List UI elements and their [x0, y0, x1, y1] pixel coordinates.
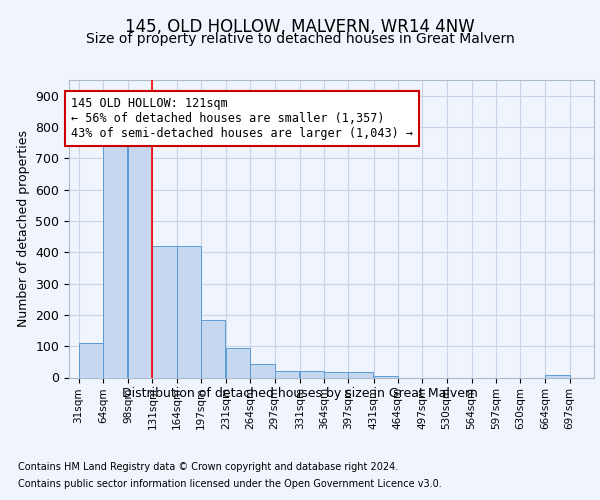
- Bar: [324, 372, 349, 378]
- Bar: [201, 320, 226, 378]
- Text: 145, OLD HOLLOW, MALVERN, WR14 4NW: 145, OLD HOLLOW, MALVERN, WR14 4NW: [125, 18, 475, 36]
- Bar: [275, 371, 299, 378]
- Bar: [374, 376, 398, 378]
- Bar: [128, 142, 152, 378]
- Bar: [250, 364, 275, 378]
- Text: Contains public sector information licensed under the Open Government Licence v3: Contains public sector information licen…: [18, 479, 442, 489]
- Text: Size of property relative to detached houses in Great Malvern: Size of property relative to detached ho…: [86, 32, 514, 46]
- Bar: [152, 246, 176, 378]
- Text: Distribution of detached houses by size in Great Malvern: Distribution of detached houses by size …: [122, 388, 478, 400]
- Bar: [300, 371, 324, 378]
- Text: 145 OLD HOLLOW: 121sqm
← 56% of detached houses are smaller (1,357)
43% of semi-: 145 OLD HOLLOW: 121sqm ← 56% of detached…: [71, 97, 413, 140]
- Bar: [226, 348, 250, 378]
- Bar: [545, 375, 569, 378]
- Bar: [103, 142, 127, 378]
- Bar: [349, 372, 373, 378]
- Bar: [79, 343, 103, 378]
- Bar: [176, 246, 201, 378]
- Text: Contains HM Land Registry data © Crown copyright and database right 2024.: Contains HM Land Registry data © Crown c…: [18, 462, 398, 472]
- Y-axis label: Number of detached properties: Number of detached properties: [17, 130, 30, 327]
